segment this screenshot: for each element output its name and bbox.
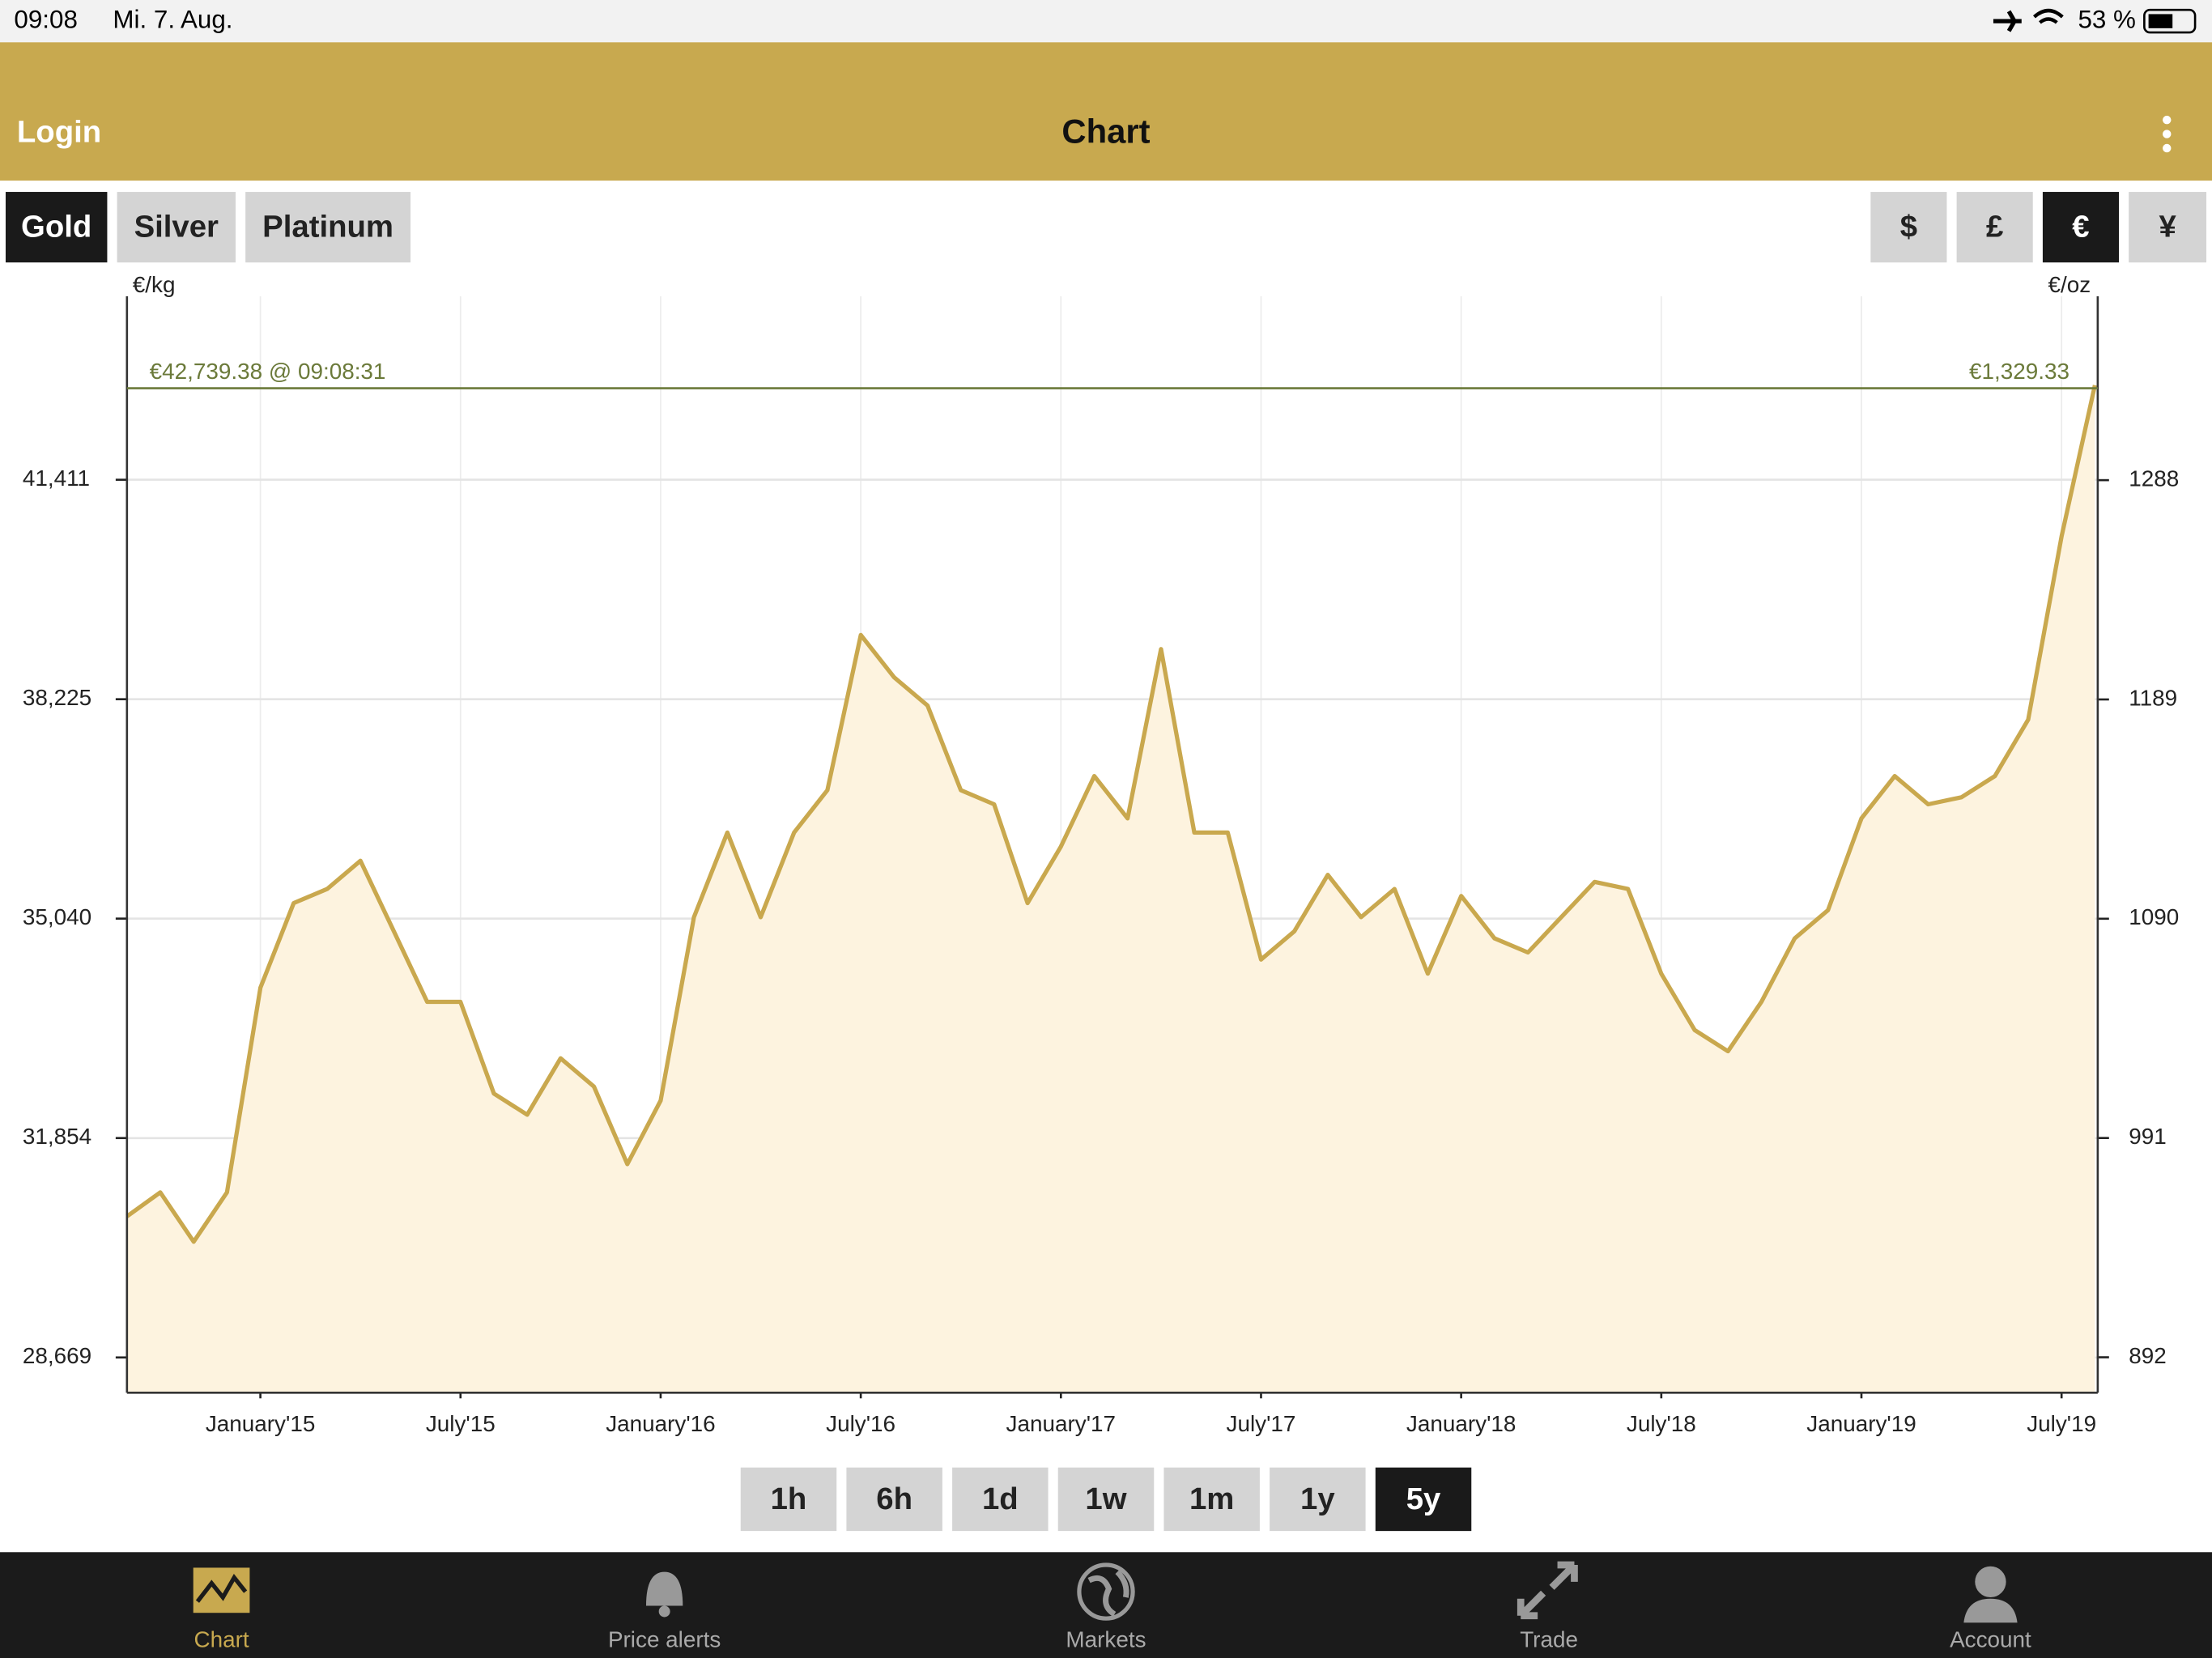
account-body <box>1963 1598 2018 1623</box>
tab-label: 1d <box>982 1482 1019 1516</box>
x-tick-label: January'16 <box>606 1411 715 1436</box>
tab-label: 1y <box>1300 1482 1335 1516</box>
globe-icon <box>1077 1562 1135 1621</box>
menu-button[interactable] <box>2163 115 2172 153</box>
menu-dot <box>2163 143 2172 153</box>
y2-tick-label: 1090 <box>2129 904 2179 929</box>
y-tick-label: 31,854 <box>23 1124 91 1149</box>
menu-dot <box>2163 115 2172 125</box>
chart-icon <box>193 1567 250 1613</box>
nav-label[interactable]: Trade <box>1520 1626 1578 1652</box>
bell-icon <box>645 1571 683 1606</box>
y-axis-label: €/kg <box>133 272 176 297</box>
tab-button[interactable] <box>2042 192 2120 263</box>
tab-label: 1w <box>1085 1482 1126 1516</box>
line <box>125 385 2097 1244</box>
area <box>126 385 2095 1393</box>
x-tick-label: July'19 <box>2027 1411 2096 1436</box>
y-tick-label: 28,669 <box>23 1343 91 1368</box>
tab-label: 6h <box>876 1482 912 1516</box>
chart-icon-line <box>195 1574 248 1603</box>
tab-label: 1h <box>771 1482 807 1516</box>
y2-tick-label: 1189 <box>2129 685 2177 710</box>
trade-icon <box>1516 1561 1578 1620</box>
x-tick-label: July'16 <box>826 1411 895 1436</box>
x-tick-label: January'17 <box>1006 1411 1116 1436</box>
x-tick-label: July'18 <box>1627 1411 1696 1436</box>
tab-label: 1m <box>1189 1482 1234 1516</box>
login-button[interactable]: Login <box>17 115 101 150</box>
nav-label[interactable]: Price alerts <box>608 1626 721 1652</box>
current-price-right-label: €1,329.33 <box>1969 359 2069 384</box>
tab-button[interactable] <box>117 192 236 263</box>
y2-tick-label: 892 <box>2129 1343 2167 1368</box>
tab-button[interactable] <box>245 192 411 263</box>
tab-button[interactable] <box>1270 1467 1366 1532</box>
battery-level <box>2148 14 2173 28</box>
tab-label: $ <box>1900 209 1917 244</box>
globe-land <box>1087 1570 1129 1617</box>
tab-label: £ <box>1986 209 2003 244</box>
tab-button[interactable] <box>1870 192 1947 263</box>
tab-label: ¥ <box>2159 209 2176 244</box>
status-time: 09:08 <box>14 5 77 33</box>
header <box>0 42 2212 181</box>
tab-button[interactable] <box>1163 1467 1260 1532</box>
tab-button[interactable] <box>5 192 108 263</box>
y2-axis-label: €/oz <box>2048 272 2091 297</box>
x-tick-label: July'15 <box>426 1411 496 1436</box>
status-date: Mi. 7. Aug. <box>113 5 232 33</box>
nav-label[interactable]: Account <box>1950 1626 2031 1652</box>
tab-button[interactable] <box>1057 1467 1155 1532</box>
y-tick-label: 38,225 <box>23 685 91 710</box>
header-title: Chart <box>1061 113 1150 151</box>
tab-button[interactable] <box>1956 192 2033 263</box>
nav-icons <box>193 1561 2018 1623</box>
nav-label[interactable]: Chart <box>194 1626 249 1652</box>
x-tick-label: January'18 <box>1406 1411 1516 1436</box>
nav-label[interactable]: Markets <box>1066 1626 1146 1652</box>
tab-button[interactable] <box>952 1467 1049 1532</box>
y2-tick-label: 991 <box>2129 1124 2167 1149</box>
bell-clapper <box>658 1605 670 1618</box>
battery-icon <box>2143 8 2197 34</box>
x-tick-label: January'15 <box>206 1411 315 1436</box>
tab-button[interactable] <box>1375 1467 1472 1532</box>
tab-label: Gold <box>21 209 91 244</box>
wifi-icon <box>2033 8 2064 24</box>
tab-label: Platinum <box>262 209 393 244</box>
x-tick-label: January'19 <box>1806 1411 1916 1436</box>
current-price-label: €42,739.38 @ 09:08:31 <box>150 359 386 384</box>
y2-tick-label: 1288 <box>2129 466 2179 491</box>
y-tick-label: 41,411 <box>23 466 90 491</box>
tab-label: Silver <box>134 209 219 244</box>
tab-button[interactable] <box>2129 192 2207 263</box>
tab-button[interactable] <box>846 1467 942 1532</box>
tab-button[interactable] <box>740 1467 837 1532</box>
tab-label: 5y <box>1406 1482 1441 1516</box>
tab-label: € <box>2072 209 2089 244</box>
airplane-icon <box>1993 10 2022 32</box>
account-head <box>1975 1566 2006 1598</box>
menu-dot <box>2163 130 2172 138</box>
y-tick-label: 35,040 <box>23 904 91 929</box>
status-bar <box>0 0 2212 43</box>
status-battery: 53 % <box>2078 5 2135 33</box>
x-tick-label: July'17 <box>1227 1411 1296 1436</box>
